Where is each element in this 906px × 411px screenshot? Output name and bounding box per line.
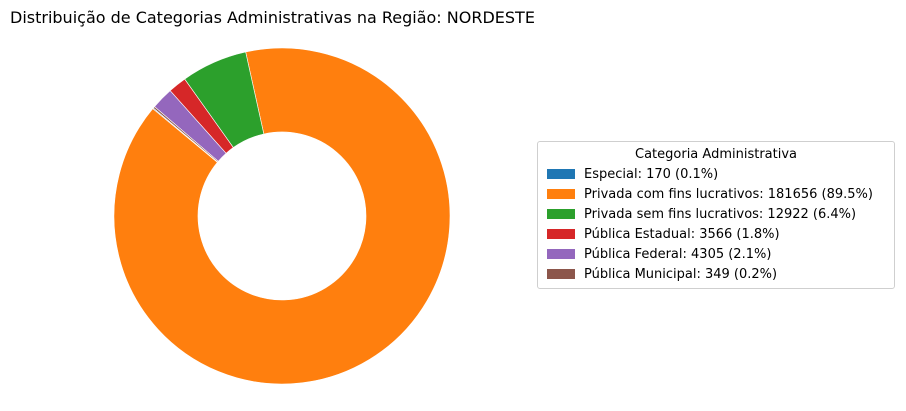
legend-label: Especial: 170 (0.1%) <box>584 166 719 182</box>
legend-item: Pública Estadual: 3566 (1.8%) <box>547 226 780 242</box>
legend-swatch <box>547 229 575 239</box>
legend-swatch <box>547 249 575 259</box>
legend-label: Pública Municipal: 349 (0.2%) <box>584 266 778 282</box>
legend-item: Pública Municipal: 349 (0.2%) <box>547 266 777 282</box>
legend-swatch <box>547 209 575 219</box>
legend-item: Pública Federal: 4305 (2.1%) <box>547 246 771 262</box>
legend-swatch <box>547 169 575 179</box>
legend: Categoria Administrativa Especial: 170 (… <box>537 141 895 289</box>
donut-chart <box>113 47 451 385</box>
legend-swatch <box>547 269 575 279</box>
legend-item: Privada sem fins lucrativos: 12922 (6.4%… <box>547 206 856 222</box>
legend-label: Privada sem fins lucrativos: 12922 (6.4%… <box>584 206 857 222</box>
slice-1 <box>113 47 451 385</box>
legend-label: Pública Federal: 4305 (2.1%) <box>584 246 772 262</box>
legend-label: Pública Estadual: 3566 (1.8%) <box>584 226 780 242</box>
legend-item: Privada com fins lucrativos: 181656 (89.… <box>547 186 873 202</box>
legend-item: Especial: 170 (0.1%) <box>547 166 718 182</box>
slice-5 <box>152 106 219 163</box>
legend-swatch <box>547 189 575 199</box>
legend-title: Categoria Administrativa <box>635 147 797 162</box>
chart-title: Distribuição de Categorias Administrativ… <box>10 8 535 27</box>
legend-label: Privada com fins lucrativos: 181656 (89.… <box>584 186 873 202</box>
